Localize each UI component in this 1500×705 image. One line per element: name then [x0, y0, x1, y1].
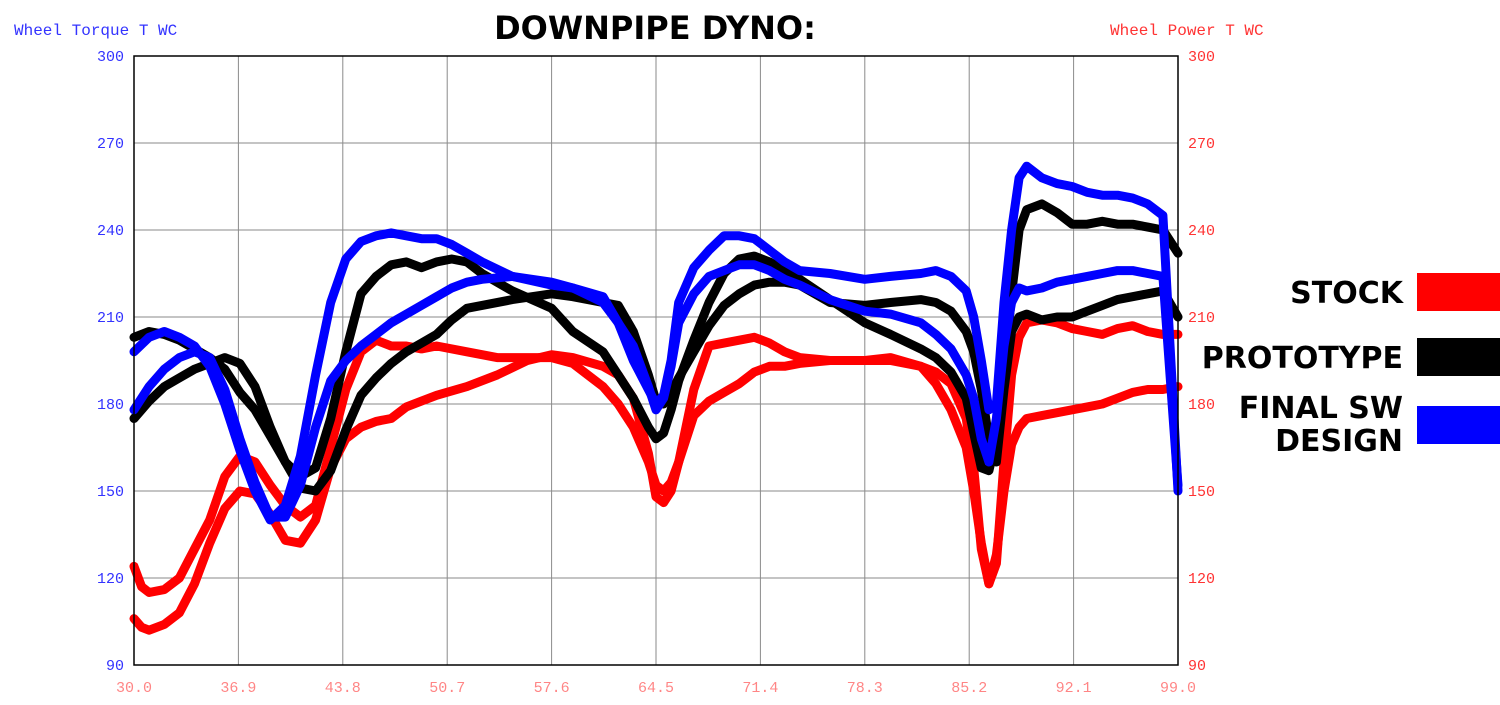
x-tick-label: 30.0: [116, 680, 152, 697]
series-line-power: [129, 260, 1183, 522]
legend-item: STOCK: [1290, 273, 1500, 311]
chart-title: DOWNPIPE DYNO:: [494, 9, 816, 47]
right-y-tick-label: 270: [1188, 136, 1215, 153]
legend-item: PROTOTYPE: [1202, 338, 1500, 376]
x-tick-label: 99.0: [1160, 680, 1196, 697]
legend-item: FINAL SW DESIGN: [1239, 391, 1500, 459]
right-y-tick-label: 90: [1188, 658, 1206, 675]
legend-swatch: [1417, 406, 1500, 444]
legend-swatch: [1417, 273, 1500, 311]
left-y-tick-label: 240: [97, 223, 124, 240]
left-y-tick-label: 150: [97, 484, 124, 501]
x-tick-label: 78.3: [847, 680, 883, 697]
legend: STOCK PROTOTYPE FINAL SW DESIGN: [1202, 273, 1500, 459]
x-tick-label: 36.9: [220, 680, 256, 697]
legend-label: STOCK: [1290, 276, 1405, 311]
series-line-power: [129, 350, 1183, 635]
tick-labels: 30.0 36.9 43.8 50.7 57.6 64.5 71.4 78.3 85.2 92.1…: [97, 49, 1215, 697]
right-y-tick-label: 210: [1188, 310, 1215, 327]
x-tick-label: 43.8: [325, 680, 361, 697]
left-y-tick-label: 180: [97, 397, 124, 414]
legend-swatch: [1417, 338, 1500, 376]
left-axis-label: Wheel Torque T WC: [14, 22, 177, 40]
right-y-tick-label: 120: [1188, 571, 1215, 588]
left-y-tick-label: 120: [97, 571, 124, 588]
right-y-tick-label: 240: [1188, 223, 1215, 240]
plot-frame: [133, 55, 1179, 666]
legend-label: FINAL SW DESIGN: [1239, 391, 1403, 459]
x-tick-label: 71.4: [742, 680, 778, 697]
series-final-sw-design: [129, 161, 1183, 525]
right-y-tick-label: 180: [1188, 397, 1215, 414]
legend-label: PROTOTYPE: [1202, 341, 1403, 376]
x-tick-label: 57.6: [534, 680, 570, 697]
left-y-tick-label: 210: [97, 310, 124, 327]
x-tick-label: 92.1: [1056, 680, 1092, 697]
right-axis-label: Wheel Power T WC: [1110, 22, 1264, 40]
right-y-tick-label: 150: [1188, 484, 1215, 501]
left-y-tick-label: 300: [97, 49, 124, 66]
series-lines: [129, 161, 1183, 635]
right-y-tick-label: 300: [1188, 49, 1215, 66]
left-y-tick-label: 90: [106, 658, 124, 675]
x-tick-label: 50.7: [429, 680, 465, 697]
x-tick-label: 85.2: [951, 680, 987, 697]
left-y-tick-label: 270: [97, 136, 124, 153]
x-tick-label: 64.5: [638, 680, 674, 697]
